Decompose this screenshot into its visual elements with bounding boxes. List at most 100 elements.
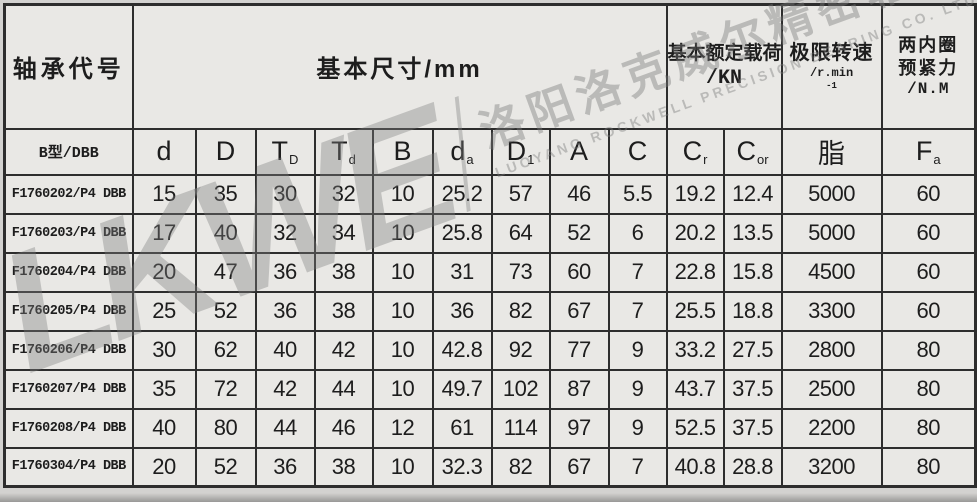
- table-row: F1760206/P4 DBB 30 62 40 42 10 42.8 92 77 9 33.2 27…: [3, 329, 977, 371]
- spec-value-cell: 40: [131, 407, 197, 449]
- table-group-header-row: 轴承代号 基本尺寸/mm 基本额定载荷 /KN 极限转速 /r.min -1: [3, 3, 977, 130]
- spec-value-cell: 15.8: [722, 251, 783, 293]
- spec-value-cell: 10: [371, 446, 434, 488]
- spec-value-cell: 60: [880, 251, 977, 293]
- spec-value-cell: 9: [607, 368, 668, 410]
- group-header-bearing-code: 轴承代号: [3, 3, 134, 130]
- table-row: F1760207/P4 DBB 35 72 42 44 10 49.7 102 87 9 43.7 3…: [3, 368, 977, 410]
- preload-label-line1: 两内圈: [898, 35, 959, 56]
- group-header-rated-load: 基本额定载荷 /KN: [665, 3, 783, 130]
- col-header-subscript: a: [933, 152, 941, 167]
- spec-value-cell: 49.7: [431, 368, 493, 410]
- spec-value-cell: 12: [371, 407, 434, 449]
- spec-value-cell: 97: [548, 407, 610, 449]
- spec-value-cell: 2500: [780, 368, 883, 410]
- spec-value-cell: 12.4: [722, 173, 783, 215]
- spec-value-cell: 3300: [780, 290, 883, 332]
- bottom-edge-shadow: [0, 493, 977, 502]
- spec-value-cell: 22.8: [665, 251, 725, 293]
- spec-value-cell: 4500: [780, 251, 883, 293]
- col-header-bearing-type: B型/DBB: [3, 127, 134, 176]
- limit-speed-unit-base: /r.min: [809, 66, 854, 81]
- col-header-subscript: d: [348, 152, 356, 167]
- table-row: F1760202/P4 DBB 15 35 30 32 10 25.2 57 46 5.5 19.2…: [3, 173, 977, 215]
- spec-value-cell: 57: [490, 173, 551, 215]
- spec-value-cell: 73: [490, 251, 551, 293]
- spec-value-cell: 20: [131, 251, 197, 293]
- spec-value-cell: 2200: [780, 407, 883, 449]
- col-header-symbol: 脂: [818, 139, 846, 169]
- spec-value-cell: 35: [194, 173, 257, 215]
- preload-unit: /N.M: [907, 80, 950, 99]
- spec-value-cell: 44: [254, 407, 316, 449]
- spec-value-cell: 36: [254, 290, 316, 332]
- spec-value-cell: 42: [254, 368, 316, 410]
- col-header-t-upper-d: TD: [254, 127, 316, 176]
- spec-value-cell: 87: [548, 368, 610, 410]
- spec-value-cell: 30: [131, 329, 197, 371]
- spec-value-cell: 60: [880, 212, 977, 254]
- spec-value-cell: 43.7: [665, 368, 725, 410]
- spec-value-cell: 40: [194, 212, 257, 254]
- spec-value-cell: 52: [548, 212, 610, 254]
- spec-value-cell: 25.2: [431, 173, 493, 215]
- spec-value-cell: 5.5: [607, 173, 668, 215]
- spec-value-cell: 60: [880, 173, 977, 215]
- col-header-c-r: Cr: [665, 127, 725, 176]
- spec-value-cell: 114: [490, 407, 551, 449]
- table-row: F1760204/P4 DBB 20 47 36 38 10 31 73 60 7 22.8 15.8…: [3, 251, 977, 293]
- col-header-c: C: [607, 127, 668, 176]
- col-header-f-a: Fa: [880, 127, 977, 176]
- spec-value-cell: 77: [548, 329, 610, 371]
- table-row: F1760304/P4 DBB 20 52 36 38 10 32.3 82 67 7 40.8 28…: [3, 446, 977, 488]
- spec-value-cell: 3200: [780, 446, 883, 488]
- spec-value-cell: 80: [880, 446, 977, 488]
- spec-value-cell: 30: [254, 173, 316, 215]
- spec-value-cell: 13.5: [722, 212, 783, 254]
- spec-value-cell: 47: [194, 251, 257, 293]
- spec-value-cell: 82: [490, 446, 551, 488]
- spec-value-cell: 62: [194, 329, 257, 371]
- spec-value-cell: 80: [194, 407, 257, 449]
- bearing-spec-table: 轴承代号 基本尺寸/mm 基本额定载荷 /KN 极限转速 /r.min -1: [3, 3, 977, 488]
- preload-label-line2: 预紧力: [898, 57, 959, 78]
- group-header-preload: 两内圈 预紧力 /N.M: [880, 3, 977, 130]
- spec-value-cell: 18.8: [722, 290, 783, 332]
- spec-value-cell: 80: [880, 329, 977, 371]
- spec-value-cell: 20.2: [665, 212, 725, 254]
- col-header-symbol: C: [682, 136, 703, 166]
- col-header-symbol: B: [393, 136, 412, 166]
- col-header-b: B: [371, 127, 434, 176]
- col-header-symbol: d: [450, 136, 466, 166]
- rated-load-unit: /KN: [706, 67, 743, 91]
- spec-value-cell: 67: [548, 446, 610, 488]
- spec-value-cell: 80: [880, 368, 977, 410]
- spec-value-cell: 10: [371, 290, 434, 332]
- spec-value-cell: 10: [371, 212, 434, 254]
- spec-value-cell: 7: [607, 446, 668, 488]
- spec-value-cell: 61: [431, 407, 493, 449]
- spec-value-cell: 42: [313, 329, 374, 371]
- spec-value-cell: 20: [131, 446, 197, 488]
- spec-value-cell: 5000: [780, 212, 883, 254]
- spec-value-cell: 42.8: [431, 329, 493, 371]
- spec-value-cell: 33.2: [665, 329, 725, 371]
- spec-value-cell: 32.3: [431, 446, 493, 488]
- col-header-d-big: D: [194, 127, 257, 176]
- spec-value-cell: 72: [194, 368, 257, 410]
- spec-value-cell: 10: [371, 329, 434, 371]
- table-row: F1760205/P4 DBB 25 52 36 38 10 36 82 67 7 25.5 18.8…: [3, 290, 977, 332]
- spec-value-cell: 40: [254, 329, 316, 371]
- bearing-code-cell: F1760205/P4 DBB: [3, 290, 134, 332]
- spec-value-cell: 10: [371, 368, 434, 410]
- spec-value-cell: 36: [254, 446, 316, 488]
- spec-value-cell: 52.5: [665, 407, 725, 449]
- col-header-subscript: 1: [527, 152, 535, 167]
- spec-value-cell: 32: [313, 173, 374, 215]
- col-header-symbol: T: [331, 136, 348, 166]
- spec-value-cell: 7: [607, 251, 668, 293]
- spec-value-cell: 34: [313, 212, 374, 254]
- spec-value-cell: 102: [490, 368, 551, 410]
